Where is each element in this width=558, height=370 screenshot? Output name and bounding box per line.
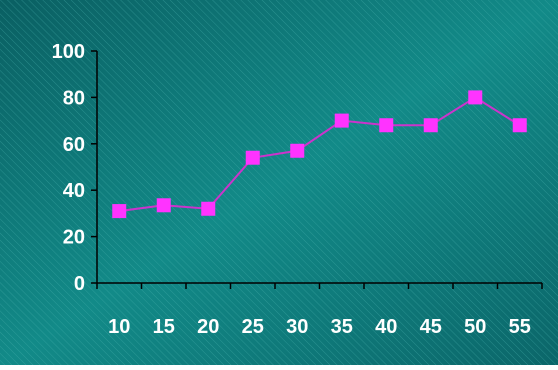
data-point-marker: [334, 113, 349, 128]
x-tick-label: 40: [375, 316, 397, 338]
y-tick-labels: 0 20 40 60 80 100: [52, 41, 85, 295]
data-point-marker: [156, 198, 171, 213]
data-point-marker: [379, 118, 394, 133]
y-tick-label: 100: [52, 41, 85, 63]
data-point-marker: [201, 201, 216, 216]
data-point-marker: [423, 118, 438, 133]
y-tick-label: 20: [63, 227, 85, 249]
x-tick-label: 10: [108, 316, 130, 338]
x-tick-label: 15: [153, 316, 175, 338]
data-point-marker: [512, 118, 527, 133]
x-tick-label: 25: [242, 316, 264, 338]
x-tick-label: 35: [331, 316, 353, 338]
data-point-marker: [112, 204, 127, 219]
x-tick-label: 45: [420, 316, 442, 338]
data-point-marker: [468, 90, 483, 105]
x-tick-labels: 10 15 20 25 30 35 40 45 50 55: [108, 316, 531, 338]
series: [112, 90, 527, 219]
y-tick-label: 80: [63, 87, 85, 109]
x-tick-label: 20: [197, 316, 219, 338]
y-tick-label: 40: [63, 180, 85, 202]
series-line: [119, 96, 521, 213]
data-point-marker: [290, 143, 305, 158]
x-tick-label: 30: [286, 316, 308, 338]
axes: [91, 50, 543, 289]
y-tick-label: 60: [63, 134, 85, 156]
x-tick-label: 50: [464, 316, 486, 338]
y-tick-label: 0: [74, 273, 85, 295]
data-point-marker: [245, 150, 260, 165]
x-tick-label: 55: [509, 316, 531, 338]
